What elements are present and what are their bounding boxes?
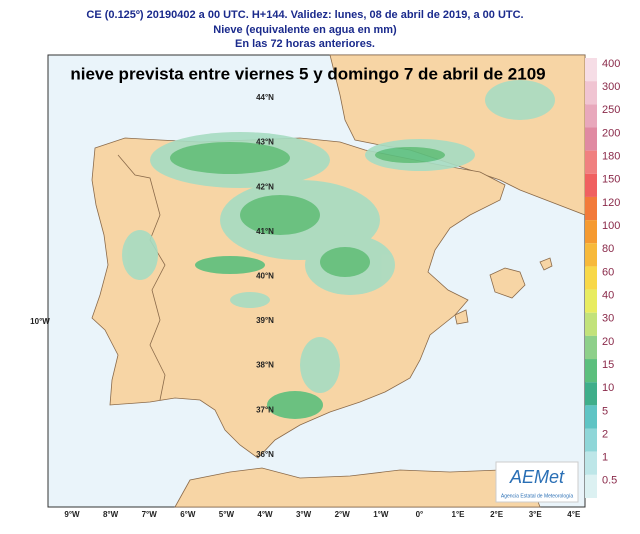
snow-area: [240, 195, 320, 235]
longitude-label: 2°W: [335, 510, 351, 519]
legend-swatch: [585, 289, 597, 313]
snow-areas: [122, 80, 555, 419]
legend-swatch: [585, 405, 597, 429]
snow-area: [300, 337, 340, 393]
longitude-label: 7°W: [142, 510, 158, 519]
snow-area: [170, 142, 290, 174]
legend-swatch: [585, 196, 597, 221]
snow-area: [375, 147, 445, 163]
legend-label: 200: [602, 127, 620, 139]
legend-label: 30: [602, 313, 614, 325]
longitude-label: 2°E: [490, 510, 504, 519]
logo-text: AEMet: [509, 467, 565, 487]
legend-label: 180: [602, 151, 620, 163]
latitude-label: 37°N: [256, 405, 274, 414]
header-line: Nieve (equivalente en agua en mm): [213, 24, 397, 36]
legend-label: 20: [602, 336, 614, 348]
legend-swatch: [585, 312, 597, 336]
longitude-label: 5°W: [219, 510, 235, 519]
legend-swatch: [585, 474, 597, 498]
logo: AEMet Agencia Estatal de Meteorología: [495, 461, 579, 503]
legend-label: 100: [602, 220, 620, 232]
legend-swatch: [585, 335, 597, 360]
header-line: En las 72 horas anteriores.: [235, 38, 375, 50]
legend-swatch: [585, 104, 597, 128]
longitude-label: 0°: [416, 510, 424, 519]
longitude-label: 3°W: [296, 510, 312, 519]
legend-label: 120: [602, 197, 620, 209]
latitude-label: 36°N: [256, 450, 274, 459]
island: [489, 267, 526, 299]
legend-swatch: [585, 359, 597, 383]
latitude-labels: 44°N 43°N 42°N 41°N 40°N 39°N 38°N 37°N 36°N 10°W: [30, 93, 274, 459]
legend-label: 150: [602, 174, 620, 186]
latitude-label: 39°N: [256, 316, 274, 325]
snow-area: [230, 292, 270, 308]
legend-label: 300: [602, 81, 620, 93]
legend-label: 5: [602, 405, 608, 417]
snow-area: [267, 391, 323, 419]
longitude-labels: 9°W 8°W 7°W 6°W 5°W 4°W 3°W 2°W 1°W 0° 1°E 2°E 3°E 4°…: [64, 510, 581, 519]
legend-swatch: [585, 173, 597, 197]
legend-swatch: [585, 150, 597, 174]
longitude-label: 4°E: [567, 510, 581, 519]
legend-swatch: [585, 58, 597, 82]
logo-box: [495, 461, 579, 503]
longitude-label: 1°W: [373, 510, 389, 519]
legend: 400 300 250 200 180 150 120 100 80 60 40 30 20 15 10 5 2…: [585, 58, 620, 498]
longitude-label: 1°E: [452, 510, 466, 519]
island: [454, 309, 469, 325]
longitude-label: 8°W: [103, 510, 119, 519]
longitude-label: 6°W: [180, 510, 196, 519]
legend-swatch: [585, 243, 597, 267]
latitude-label: 40°N: [256, 272, 274, 281]
island: [539, 257, 553, 271]
snow-area: [485, 80, 555, 120]
legend-label: 2: [602, 428, 608, 440]
map-title: nieve prevista entre viernes 5 y domingo…: [70, 64, 545, 83]
latitude-label: 38°N: [256, 361, 274, 370]
longitude-label: 3°E: [529, 510, 543, 519]
legend-swatch: [585, 451, 597, 475]
latitude-label: 41°N: [256, 227, 274, 236]
header-line: CE (0.125º) 20190402 a 00 UTC. H+144. Va…: [86, 9, 523, 21]
border: [117, 154, 166, 401]
snow-area: [320, 247, 370, 277]
legend-label: 1: [602, 452, 608, 464]
longitude-label: 4°W: [257, 510, 273, 519]
legend-label: 40: [602, 289, 614, 301]
latitude-label: 43°N: [256, 138, 274, 147]
map-area: nieve prevista entre viernes 5 y domingo…: [47, 54, 586, 508]
legend-swatch: [585, 382, 597, 406]
legend-label: 15: [602, 359, 614, 371]
legend-label: 400: [602, 58, 620, 70]
legend-swatch: [585, 220, 597, 244]
legend-swatch: [585, 266, 597, 290]
longitude-label: 9°W: [64, 510, 80, 519]
legend-swatch: [585, 428, 597, 452]
legend-label: 10: [602, 382, 614, 394]
longitude-label: 10°W: [30, 317, 50, 326]
legend-label: 250: [602, 104, 620, 116]
legend-swatch: [585, 81, 597, 105]
latitude-label: 42°N: [256, 182, 274, 191]
logo-caption: Agencia Estatal de Meteorología: [501, 493, 573, 499]
legend-swatch: [585, 127, 597, 151]
snow-area: [195, 256, 265, 274]
legend-label: 0.5: [602, 475, 617, 487]
legend-label: 60: [602, 266, 614, 278]
snow-area: [122, 230, 158, 280]
latitude-label: 44°N: [256, 93, 274, 102]
legend-label: 80: [602, 243, 614, 255]
